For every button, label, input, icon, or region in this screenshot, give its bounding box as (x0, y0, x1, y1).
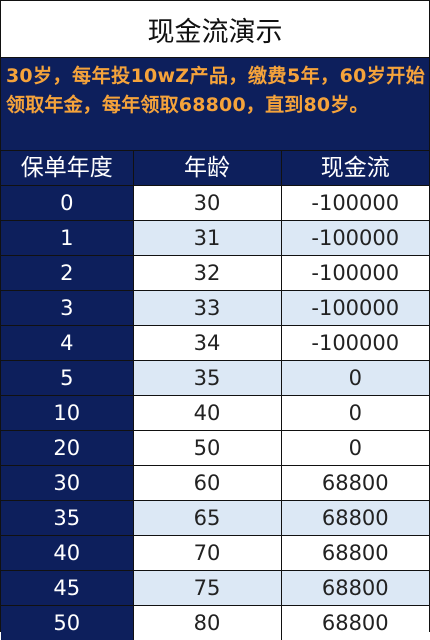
header-policy-year: 保单年度 (1, 151, 133, 186)
page-title: 现金流演示 (1, 1, 429, 58)
policy-year-cell: 10 (1, 396, 133, 431)
cashflow-cell: 0 (281, 396, 429, 431)
header-cashflow: 现金流 (281, 151, 429, 186)
table-row: 1 31 -100000 (1, 221, 429, 256)
cashflow-cell: 0 (281, 431, 429, 466)
table-row: 45 75 68800 (1, 571, 429, 606)
cashflow-cell: -100000 (281, 326, 429, 361)
policy-year-cell: 3 (1, 291, 133, 326)
cashflow-cell: 68800 (281, 571, 429, 606)
age-cell: 60 (133, 466, 281, 501)
age-cell: 80 (133, 606, 281, 640)
table-row: 50 80 68800 (1, 606, 429, 640)
policy-year-cell: 30 (1, 466, 133, 501)
table-row: 30 60 68800 (1, 466, 429, 501)
table-row: 35 65 68800 (1, 501, 429, 536)
policy-year-cell: 4 (1, 326, 133, 361)
policy-year-cell: 45 (1, 571, 133, 606)
age-cell: 31 (133, 221, 281, 256)
cashflow-cell: -100000 (281, 291, 429, 326)
cashflow-table: 保单年度 年龄 现金流 0 30 -100000 1 31 -100000 2 … (1, 151, 429, 640)
age-cell: 50 (133, 431, 281, 466)
policy-year-cell: 50 (1, 606, 133, 640)
age-cell: 40 (133, 396, 281, 431)
policy-year-cell: 20 (1, 431, 133, 466)
cashflow-cell: -100000 (281, 256, 429, 291)
policy-year-cell: 40 (1, 536, 133, 571)
table-row: 10 40 0 (1, 396, 429, 431)
cashflow-cell: 68800 (281, 501, 429, 536)
policy-year-cell: 1 (1, 221, 133, 256)
table-row: 40 70 68800 (1, 536, 429, 571)
table-row: 4 34 -100000 (1, 326, 429, 361)
age-cell: 75 (133, 571, 281, 606)
cashflow-cell: -100000 (281, 221, 429, 256)
age-cell: 70 (133, 536, 281, 571)
cashflow-cell: 68800 (281, 466, 429, 501)
table-header-row: 保单年度 年龄 现金流 (1, 151, 429, 186)
age-cell: 35 (133, 361, 281, 396)
cashflow-cell: 68800 (281, 606, 429, 640)
cashflow-cell: 68800 (281, 536, 429, 571)
age-cell: 34 (133, 326, 281, 361)
policy-year-cell: 0 (1, 186, 133, 221)
age-cell: 32 (133, 256, 281, 291)
table-row: 20 50 0 (1, 431, 429, 466)
table-row: 3 33 -100000 (1, 291, 429, 326)
cashflow-cell: 0 (281, 361, 429, 396)
table-row: 5 35 0 (1, 361, 429, 396)
age-cell: 33 (133, 291, 281, 326)
age-cell: 65 (133, 501, 281, 536)
age-cell: 30 (133, 186, 281, 221)
table-row: 0 30 -100000 (1, 186, 429, 221)
policy-year-cell: 35 (1, 501, 133, 536)
policy-year-cell: 2 (1, 256, 133, 291)
cashflow-cell: -100000 (281, 186, 429, 221)
table-row: 2 32 -100000 (1, 256, 429, 291)
header-age: 年龄 (133, 151, 281, 186)
policy-year-cell: 5 (1, 361, 133, 396)
scenario-note: 30岁，每年投10wZ产品，缴费5年，60岁开始领取年金，每年领取68800，直… (1, 58, 429, 151)
